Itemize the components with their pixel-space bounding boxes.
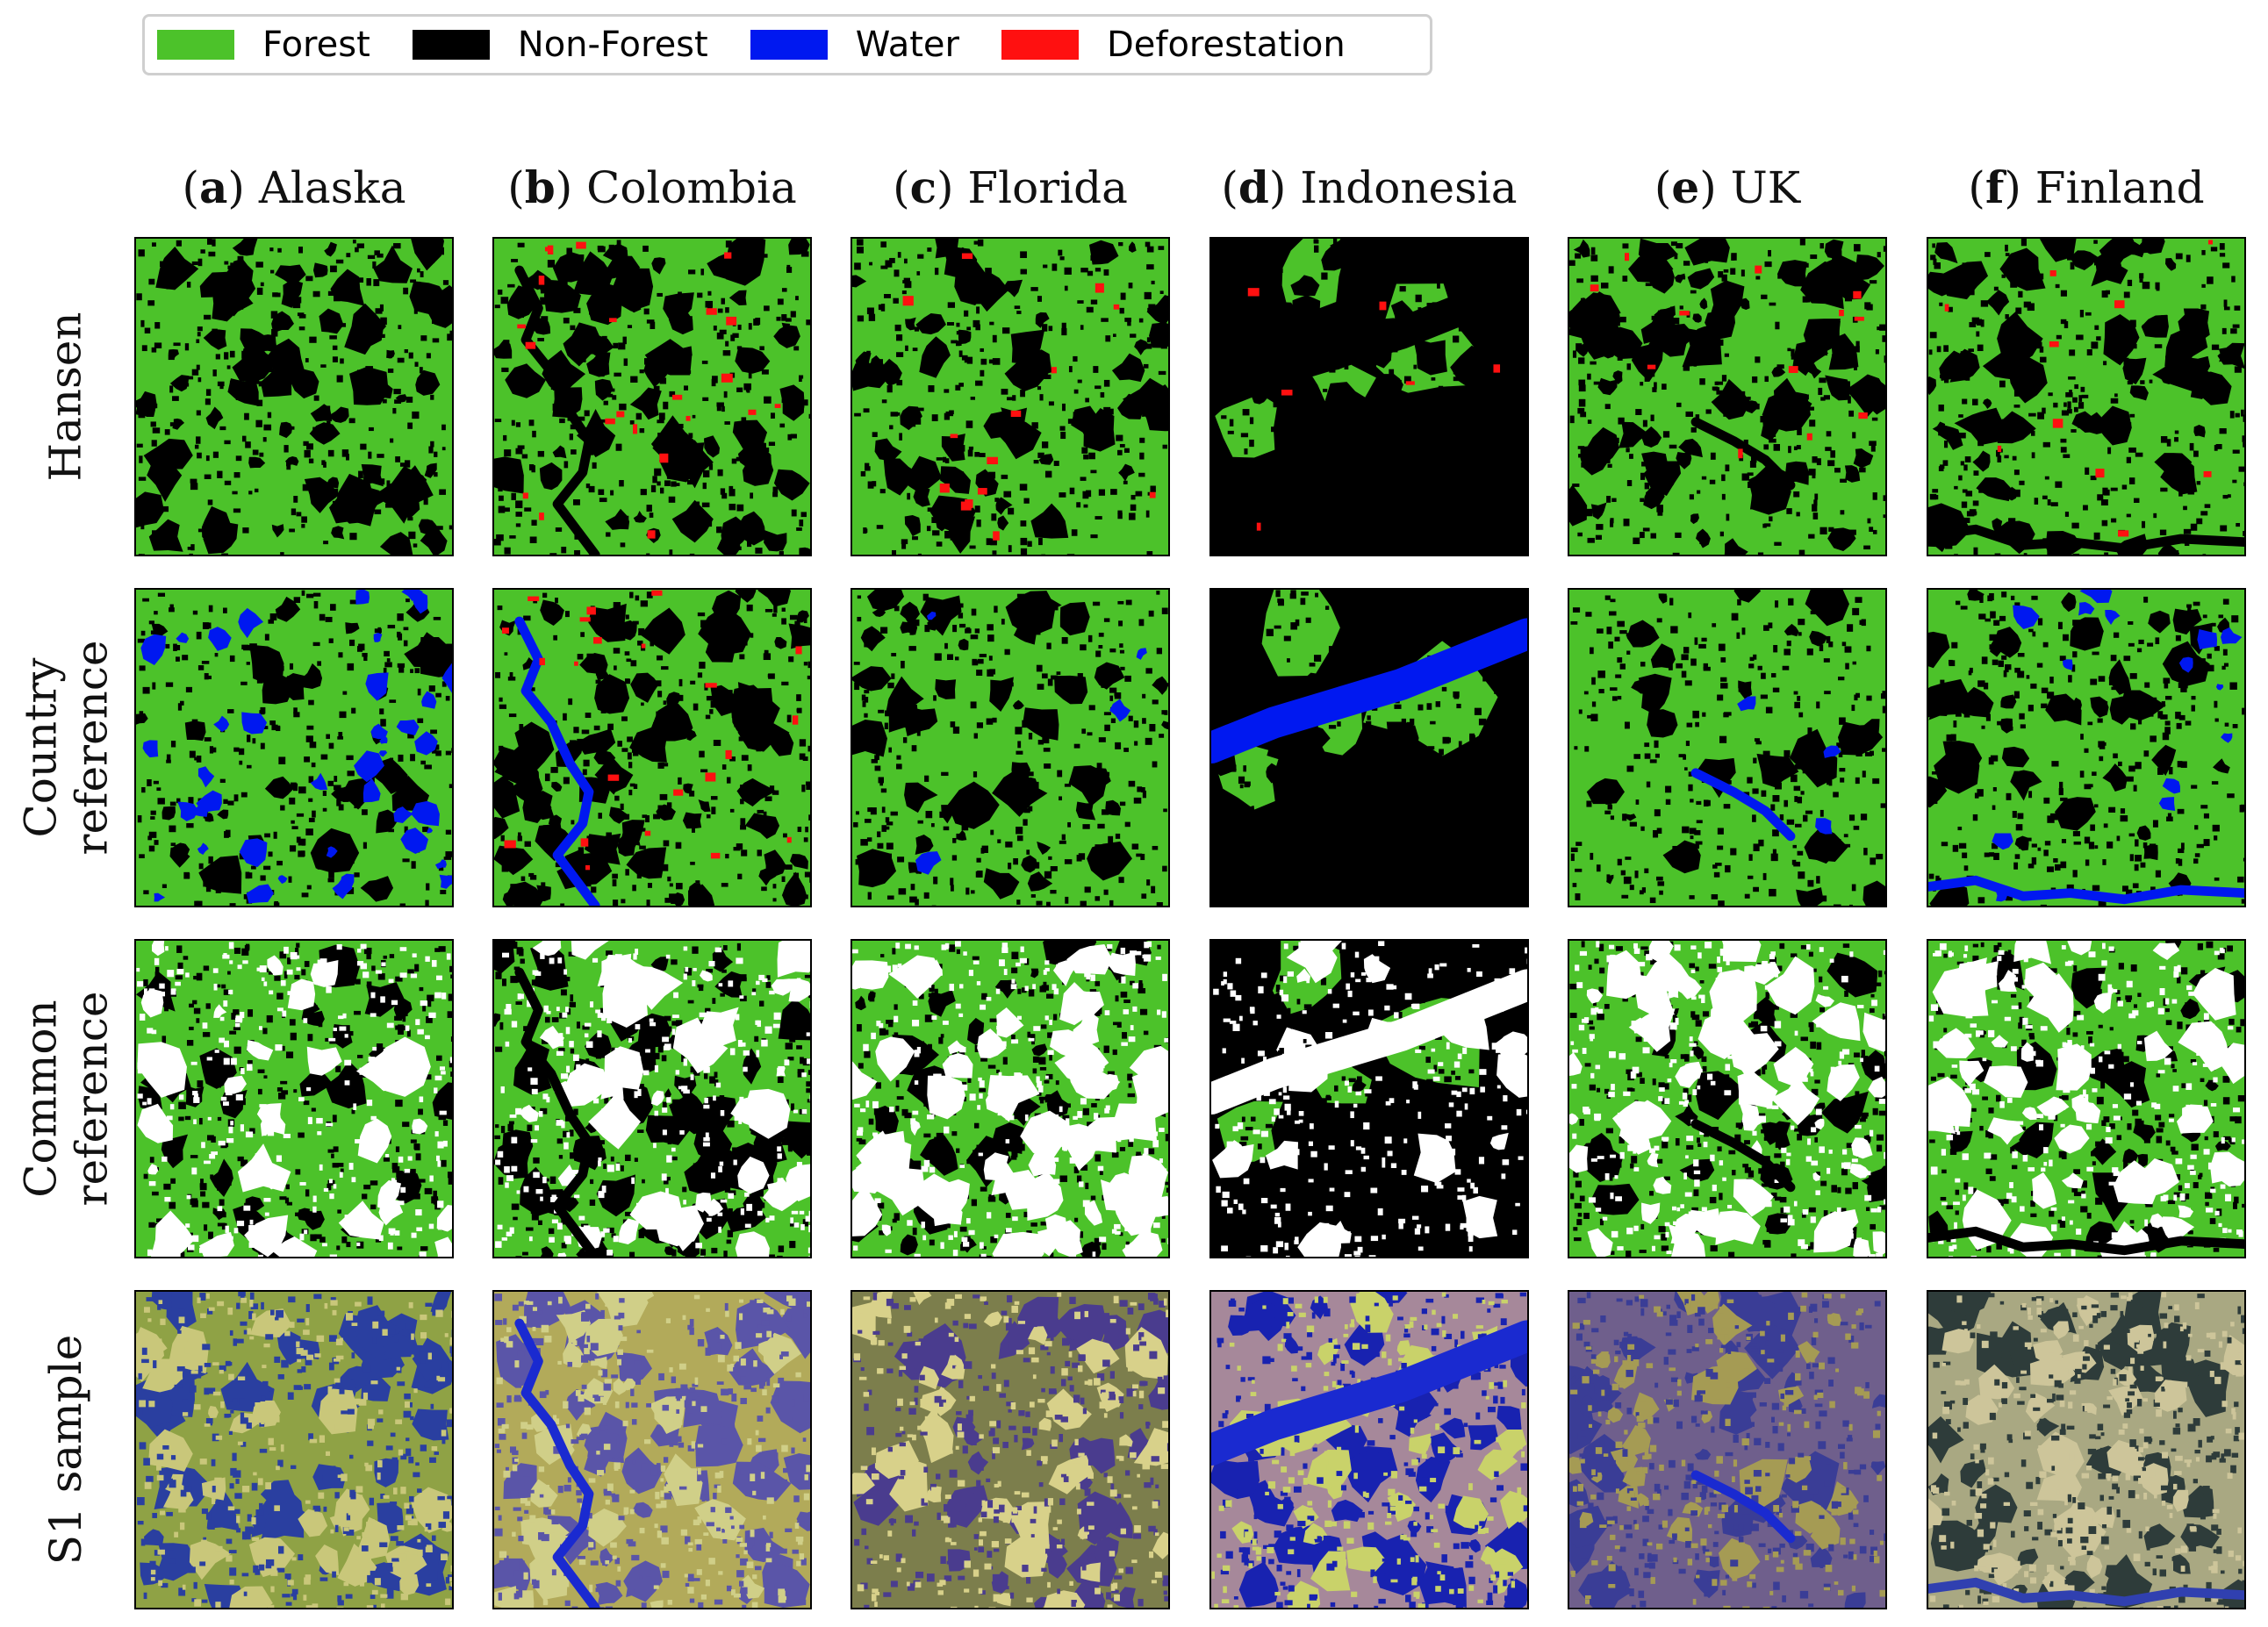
map-tile-s1-uk xyxy=(1568,1290,1887,1609)
row-label-line: reference xyxy=(66,991,117,1207)
map-tile-hansen-florida xyxy=(850,237,1170,556)
column-header-florida: (c) Florida xyxy=(893,161,1128,213)
map-tile-country-florida xyxy=(850,588,1170,907)
column-letter: a xyxy=(199,161,228,213)
map-image xyxy=(1569,1292,1885,1608)
map-image xyxy=(1569,239,1885,555)
map-tile-common-colombia xyxy=(492,939,812,1258)
map-image xyxy=(494,590,810,906)
legend-item-water: Water xyxy=(750,25,959,65)
map-image xyxy=(1928,590,2244,906)
map-tile-s1-indonesia xyxy=(1209,1290,1529,1609)
map-image xyxy=(136,941,452,1257)
map-tile-common-finland xyxy=(1927,939,2246,1258)
row-label-text: Country reference xyxy=(15,641,117,856)
map-tile-common-florida xyxy=(850,939,1170,1258)
map-image xyxy=(852,590,1168,906)
legend-swatch-water xyxy=(750,30,828,60)
row-label-line: S1 sample xyxy=(40,1334,91,1566)
legend-label-deforestation: Deforestation xyxy=(1106,25,1346,65)
map-image xyxy=(136,239,452,555)
row-label-hansen: Hansen xyxy=(0,237,132,556)
map-tile-country-alaska xyxy=(134,588,454,907)
column-letter: c xyxy=(909,161,937,213)
column-letter: d xyxy=(1238,161,1269,213)
map-tile-hansen-finland xyxy=(1927,237,2246,556)
map-image xyxy=(852,941,1168,1257)
map-tile-s1-colombia xyxy=(492,1290,812,1609)
map-image xyxy=(1928,1292,2244,1608)
map-tile-hansen-alaska xyxy=(134,237,454,556)
row-label-line: Hansen xyxy=(40,312,92,482)
column-header-indonesia: (d) Indonesia xyxy=(1221,161,1518,213)
map-tile-country-finland xyxy=(1927,588,2246,907)
map-image xyxy=(1569,941,1885,1257)
column-header-finland: (f) Finland xyxy=(1968,161,2205,213)
map-tile-common-indonesia xyxy=(1209,939,1529,1258)
map-image xyxy=(1211,1292,1527,1608)
map-image xyxy=(1928,239,2244,555)
legend-label-non-forest: Non-Forest xyxy=(517,25,708,65)
map-tile-country-colombia xyxy=(492,588,812,907)
legend-item-non-forest: Non-Forest xyxy=(412,25,708,65)
map-image xyxy=(494,1292,810,1608)
column-letter: e xyxy=(1671,161,1700,213)
column-letter: b xyxy=(524,161,556,213)
map-image xyxy=(1211,941,1527,1257)
legend-swatch-non-forest xyxy=(412,30,490,60)
row-label-s1: S1 sample xyxy=(0,1290,132,1609)
column-header-alaska: (a) Alaska xyxy=(182,161,406,213)
map-tile-hansen-indonesia xyxy=(1209,237,1529,556)
map-tile-common-uk xyxy=(1568,939,1887,1258)
map-tile-country-indonesia xyxy=(1209,588,1529,907)
map-image xyxy=(136,1292,452,1608)
map-image xyxy=(852,239,1168,555)
row-label-line: Country xyxy=(15,657,66,838)
legend-label-forest: Forest xyxy=(262,25,370,65)
map-tile-s1-finland xyxy=(1927,1290,2246,1609)
column-letter: f xyxy=(1984,161,2005,213)
row-label-text: Hansen xyxy=(40,312,91,481)
map-tile-hansen-colombia xyxy=(492,237,812,556)
map-image xyxy=(494,239,810,555)
row-label-country: Country reference xyxy=(0,588,132,907)
map-tile-hansen-uk xyxy=(1568,237,1887,556)
map-tile-country-uk xyxy=(1568,588,1887,907)
map-image xyxy=(1928,941,2244,1257)
legend-label-water: Water xyxy=(855,25,959,65)
map-tile-s1-alaska xyxy=(134,1290,454,1609)
column-header-colombia: (b) Colombia xyxy=(507,161,797,213)
legend-item-forest: Forest xyxy=(157,25,370,65)
legend-item-deforestation: Deforestation xyxy=(1001,25,1346,65)
row-label-text: S1 sample xyxy=(40,1335,91,1565)
map-image xyxy=(852,1292,1168,1608)
row-label-line: reference xyxy=(66,640,117,856)
legend: Forest Non-Forest Water Deforestation xyxy=(142,14,1432,75)
row-label-common: Common reference xyxy=(0,939,132,1258)
map-image xyxy=(1569,590,1885,906)
map-image xyxy=(1211,590,1527,906)
map-tile-common-alaska xyxy=(134,939,454,1258)
row-label-line: Common xyxy=(15,1000,66,1198)
column-header-uk: (e) UK xyxy=(1654,161,1801,213)
row-label-text: Common reference xyxy=(15,992,117,1207)
map-image xyxy=(136,590,452,906)
legend-swatch-deforestation xyxy=(1001,30,1079,60)
map-image xyxy=(1211,239,1527,555)
legend-swatch-forest xyxy=(157,30,234,60)
map-tile-s1-florida xyxy=(850,1290,1170,1609)
map-image xyxy=(494,941,810,1257)
